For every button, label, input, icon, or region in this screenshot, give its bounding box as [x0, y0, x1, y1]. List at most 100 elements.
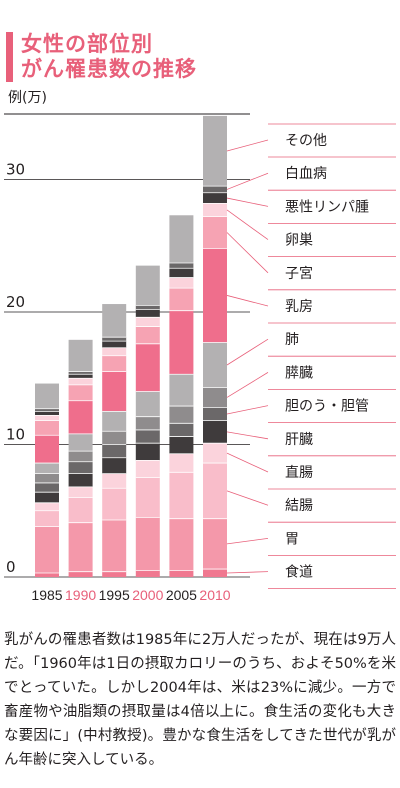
legend-label: 直腸 — [285, 464, 313, 481]
bar-segment — [169, 215, 194, 263]
bar-segment — [169, 310, 194, 375]
legend-label: 乳房 — [285, 299, 313, 315]
x-tick-label: 1995 — [99, 587, 130, 603]
bar-segment — [102, 411, 127, 432]
legend-label: 子宮 — [285, 266, 313, 282]
legend-label: 卵巣 — [285, 233, 313, 249]
bar-segment — [102, 355, 127, 372]
bar-segment — [35, 502, 59, 511]
bar-segment — [102, 520, 127, 572]
bar-segment — [68, 384, 93, 401]
y-tick-label: 10 — [6, 426, 25, 444]
bar-segment — [203, 192, 227, 204]
bar-segment — [203, 463, 227, 519]
bar-segment — [169, 570, 194, 577]
bar-segment — [35, 435, 59, 464]
bar-segment — [169, 262, 194, 269]
bar-segment — [102, 431, 127, 445]
bar-segment — [135, 429, 160, 444]
bar-segment — [169, 374, 194, 407]
legend-leader — [226, 431, 269, 440]
bar-segment — [203, 216, 227, 249]
legend-label: 食道 — [285, 564, 313, 581]
bar-segment — [135, 309, 160, 318]
chart-title-line1: 女性の部位別 — [21, 32, 153, 56]
bar-segment — [68, 497, 93, 523]
bar-segment — [203, 203, 227, 217]
x-tick-label: 2005 — [166, 587, 197, 603]
bar-segment — [35, 473, 59, 483]
bar-segment — [68, 473, 93, 487]
bar-segment — [135, 570, 160, 577]
bar-segment — [102, 347, 127, 356]
x-tick-label: 1985 — [31, 587, 62, 603]
bar-segment — [135, 391, 160, 417]
bar-segment — [68, 339, 93, 372]
bar-segment — [135, 265, 160, 306]
bar-segment — [135, 305, 160, 310]
legend-leader — [226, 232, 269, 274]
bar-segment — [169, 518, 194, 571]
legend-label: 胃 — [285, 531, 299, 547]
legend-leader — [226, 338, 269, 366]
x-tick-label: 1990 — [65, 587, 96, 603]
legend-leader — [226, 209, 269, 240]
bar-segment — [102, 571, 127, 577]
y-tick-label: 30 — [6, 161, 25, 179]
bar-segment — [102, 341, 127, 348]
y-tick-label: 20 — [6, 293, 25, 311]
y-tick-label: 0 — [6, 558, 16, 576]
bar-segment — [68, 522, 93, 572]
bar-segment — [169, 406, 194, 424]
bar-segment — [203, 387, 227, 408]
legend-leader — [226, 452, 269, 473]
stacked-bar-chart: 例(万) 0 10 20 30 1985 1990 1995 2000 2005 2010 食道 胃… — [4, 90, 396, 604]
bar-segment — [35, 492, 59, 503]
bar-segment — [203, 443, 227, 464]
bar-segment — [35, 415, 59, 421]
bar-segment — [203, 518, 227, 570]
bar-segment — [169, 423, 194, 437]
bar-segment — [68, 486, 93, 498]
legend-leader — [226, 571, 269, 574]
tick-layer: 0 10 20 30 1985 1990 1995 2000 2005 2010 — [6, 161, 231, 604]
bar-segment — [135, 416, 160, 430]
bar-segment — [35, 526, 59, 574]
bar-segment — [102, 304, 127, 338]
body-text: 乳がんの罹患者数は1985年に2万人だったが、現在は9万人だ。「1960年は1日… — [4, 632, 396, 768]
bar-segment — [68, 400, 93, 434]
bar-segment — [35, 408, 59, 412]
bar-segment — [203, 420, 227, 444]
bar-segment — [35, 482, 59, 493]
bar-segment — [68, 378, 93, 385]
legend-leader — [226, 372, 269, 398]
bar-segment — [102, 457, 127, 474]
bar-segment — [35, 411, 59, 416]
legend-leader — [226, 197, 269, 207]
bar-segment — [102, 371, 127, 412]
legend-label: 膵臓 — [285, 365, 313, 381]
bar-segment — [135, 317, 160, 327]
bar-segment — [35, 383, 59, 409]
bar-segment — [68, 571, 93, 577]
bar-segment — [203, 248, 227, 343]
legend-label: 胆のう・胆管 — [285, 399, 369, 415]
bar-segment — [169, 453, 194, 473]
legend-label: 結腸 — [285, 498, 313, 514]
legend-leader — [226, 490, 269, 506]
bar-segment — [68, 461, 93, 474]
legend-leader — [226, 538, 269, 545]
bar-segment — [169, 277, 194, 289]
bar-segment — [102, 444, 127, 458]
legend-leader — [226, 295, 269, 307]
bar-segment — [35, 463, 59, 474]
legend-label: 悪性リンパ腫 — [285, 199, 369, 215]
legend-leader — [226, 139, 269, 152]
legend-label: 肝臓 — [285, 432, 313, 448]
y-axis-label: 例(万) — [8, 90, 47, 106]
bar-segment — [169, 472, 194, 519]
bar-segment — [135, 326, 160, 344]
bar-segment — [135, 343, 160, 392]
bar-segment — [102, 337, 127, 342]
